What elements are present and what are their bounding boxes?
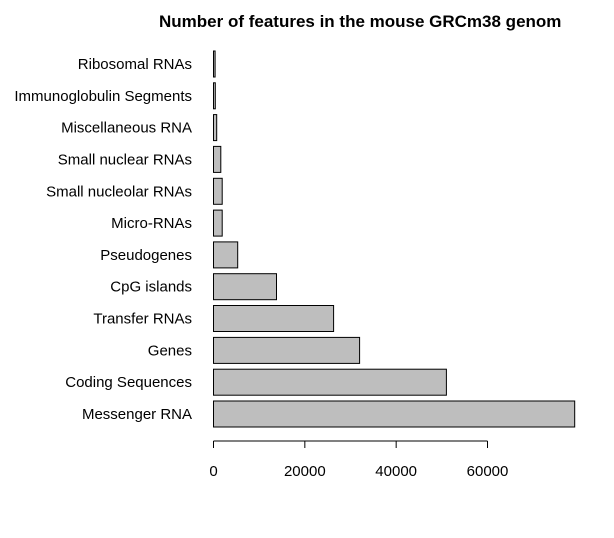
bar	[213, 305, 335, 332]
x-tick-label: 60000	[467, 463, 509, 480]
category-label: Small nucleolar RNAs	[46, 183, 192, 200]
bar	[213, 400, 576, 428]
category-label: Pseudogenes	[100, 247, 192, 264]
category-label: Coding Sequences	[65, 374, 192, 391]
bar	[213, 145, 222, 173]
bars-group	[213, 50, 576, 428]
bar	[213, 336, 361, 364]
category-label: Messenger RNA	[82, 406, 192, 423]
bar	[213, 50, 216, 78]
x-tick-label: 20000	[284, 463, 326, 480]
x-tick-label: 0	[209, 463, 217, 480]
category-labels-group: Messenger RNA Coding Sequences Genes Transf…	[14, 56, 192, 423]
chart-title: Number of features in the mouse GRCm38 g…	[159, 12, 561, 31]
bar	[213, 114, 218, 142]
x-tick-label: 40000	[375, 463, 417, 480]
bar	[213, 82, 216, 110]
category-label: Small nuclear RNAs	[58, 151, 192, 168]
bar	[213, 241, 239, 269]
category-label: Genes	[148, 342, 192, 359]
category-label: CpG islands	[110, 279, 192, 296]
category-label: Ribosomal RNAs	[78, 56, 192, 73]
x-axis: 0 20000 40000 60000	[209, 440, 509, 480]
category-label: Immunoglobulin Segments	[14, 88, 192, 105]
category-label: Transfer RNAs	[93, 311, 192, 328]
category-label: Micro-RNAs	[111, 215, 192, 232]
category-label: Miscellaneous RNA	[61, 120, 192, 137]
bar	[213, 273, 277, 301]
bar	[213, 209, 223, 237]
bar	[213, 368, 447, 396]
bar	[213, 177, 223, 205]
